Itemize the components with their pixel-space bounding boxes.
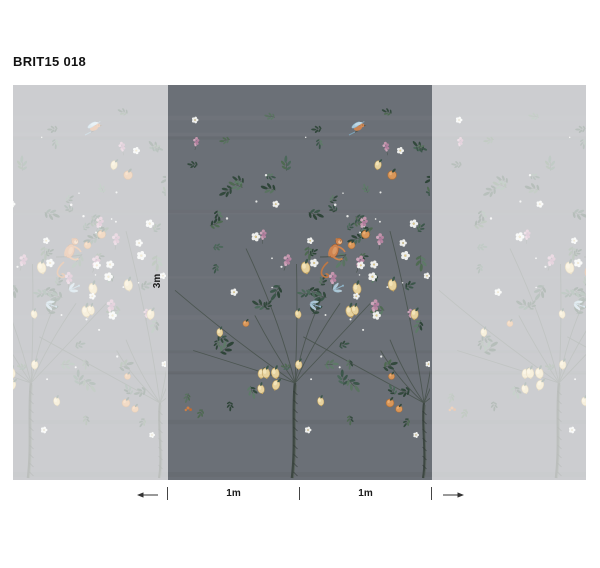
repeat-continues-right-arrow-icon	[443, 492, 464, 498]
height-dimension-label: 3m	[152, 273, 163, 289]
dimension-tick-middle	[299, 487, 300, 500]
dimension-tick-left	[167, 487, 168, 500]
mural-preview	[13, 85, 586, 480]
mural-illustration	[13, 85, 586, 480]
repeat-continues-left-arrow-icon	[137, 492, 158, 498]
product-code: BRIT15 018	[13, 54, 87, 69]
width-label-right: 1m	[358, 488, 373, 499]
dimension-tick-right	[431, 487, 432, 500]
width-label-left: 1m	[226, 488, 241, 499]
